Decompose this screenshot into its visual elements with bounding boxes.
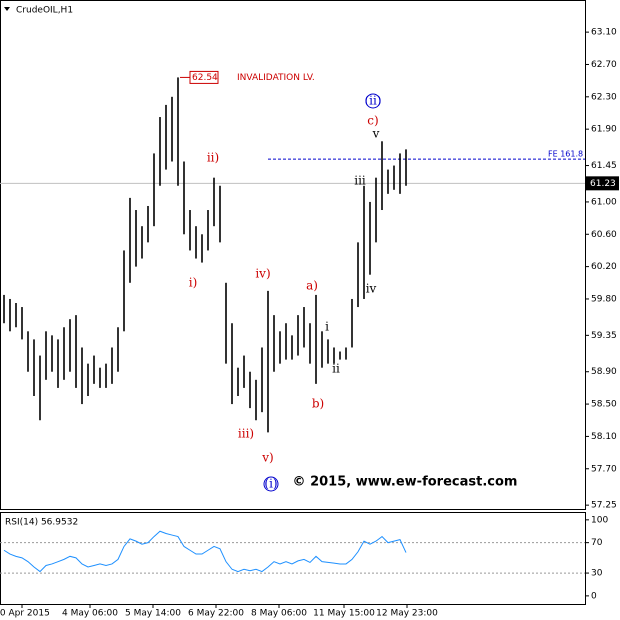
wave-label: v <box>372 127 380 141</box>
invalidation-value: 62.54 <box>192 73 218 83</box>
y-tick-label: 60.60 <box>591 230 617 240</box>
rsi-tick-label: 70 <box>591 538 603 548</box>
rsi-tick-label: 30 <box>591 569 603 579</box>
price-panel <box>0 0 586 510</box>
y-tick-label: 58.50 <box>591 400 617 410</box>
y-tick-label: 58.90 <box>591 367 617 377</box>
x-tick-label: 8 May 06:00 <box>251 609 307 619</box>
x-tick-label: 11 May 15:00 <box>313 609 375 619</box>
y-tick-label: 58.10 <box>591 432 617 442</box>
wave-label: i <box>325 320 329 334</box>
y-tick-label: 62.70 <box>591 60 617 70</box>
y-tick-label: 59.80 <box>591 294 617 304</box>
y-tick-label: 62.30 <box>591 92 617 102</box>
wave-label: v) <box>261 451 273 465</box>
y-tick-label: 57.70 <box>591 464 617 474</box>
wave-label: ii <box>332 362 340 376</box>
rsi-panel <box>0 512 586 605</box>
x-tick-label: 5 May 14:00 <box>125 609 181 619</box>
y-tick-label: 61.45 <box>591 161 617 171</box>
wave-circle <box>365 93 381 109</box>
menu-arrow <box>4 7 10 11</box>
rsi-tick-label: 0 <box>591 591 597 601</box>
last-price-label: 61.23 <box>590 179 616 189</box>
y-tick-label: 59.35 <box>591 331 617 341</box>
wave-label: a) <box>306 279 318 293</box>
invalidation-label: INVALIDATION LV. <box>237 73 315 83</box>
wave-label: b) <box>312 397 324 411</box>
wave-label: (i) <box>264 477 277 491</box>
wave-label: iii) <box>238 427 254 441</box>
chart-title: CrudeOIL,H1 <box>16 6 73 16</box>
rsi-line <box>3 530 407 573</box>
x-tick-label: 30 Apr 2015 <box>0 609 50 619</box>
wave-circle <box>263 476 279 492</box>
wave-label: iv) <box>255 267 270 281</box>
rsi-tick-label: 100 <box>591 515 608 525</box>
wave-label: i) <box>189 276 198 290</box>
wave-label: ii) <box>207 151 219 165</box>
invalidation-box <box>189 70 219 84</box>
rsi-title: RSI(14) 56.9532 <box>5 518 78 528</box>
wave-label: (ii) <box>364 94 381 108</box>
wave-label: iii <box>354 174 366 188</box>
copyright: © 2015, www.ew-forecast.com <box>293 475 518 490</box>
wave-label: c) <box>367 114 378 128</box>
x-tick-label: 4 May 06:00 <box>62 609 118 619</box>
wave-label: iv <box>366 282 377 296</box>
last-price-box <box>586 176 619 191</box>
x-tick-label: 12 May 23:00 <box>376 609 438 619</box>
y-tick-label: 63.10 <box>591 28 617 38</box>
y-tick-label: 61.00 <box>591 197 617 207</box>
fe-label: FE 161.8 <box>548 150 583 159</box>
y-tick-label: 57.25 <box>591 501 617 511</box>
y-tick-label: 61.90 <box>591 125 617 135</box>
x-tick-label: 6 May 22:00 <box>188 609 244 619</box>
y-tick-label: 60.20 <box>591 262 617 272</box>
